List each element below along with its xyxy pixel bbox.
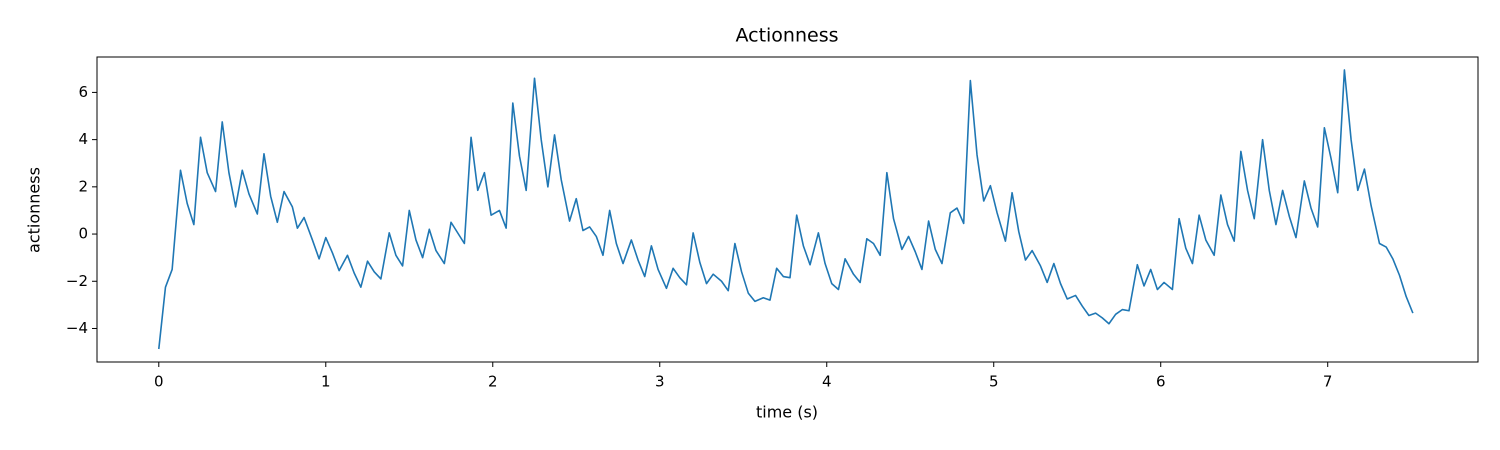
- y-tick-label: 4: [78, 130, 88, 148]
- x-tick-label: 6: [1156, 373, 1166, 391]
- x-tick-label: 7: [1323, 373, 1333, 391]
- x-tick-label: 3: [655, 373, 665, 391]
- chart-title: Actionness: [735, 25, 838, 47]
- y-tick-label: −4: [66, 319, 88, 337]
- x-tick-label: 2: [488, 373, 498, 391]
- x-tick-label: 5: [989, 373, 999, 391]
- x-tick-label: 0: [154, 373, 164, 391]
- y-tick-label: 2: [78, 177, 88, 195]
- y-axis-label: actionness: [25, 167, 44, 253]
- x-axis-label: time (s): [756, 403, 818, 422]
- y-tick-label: 0: [78, 225, 88, 243]
- x-tick-label: 4: [822, 373, 832, 391]
- data-line: [157, 69, 1414, 350]
- plot-frame: [96, 56, 1479, 363]
- y-tick-label: −2: [66, 272, 88, 290]
- y-tick-label: 6: [78, 83, 88, 101]
- x-tick-label: 1: [321, 373, 331, 391]
